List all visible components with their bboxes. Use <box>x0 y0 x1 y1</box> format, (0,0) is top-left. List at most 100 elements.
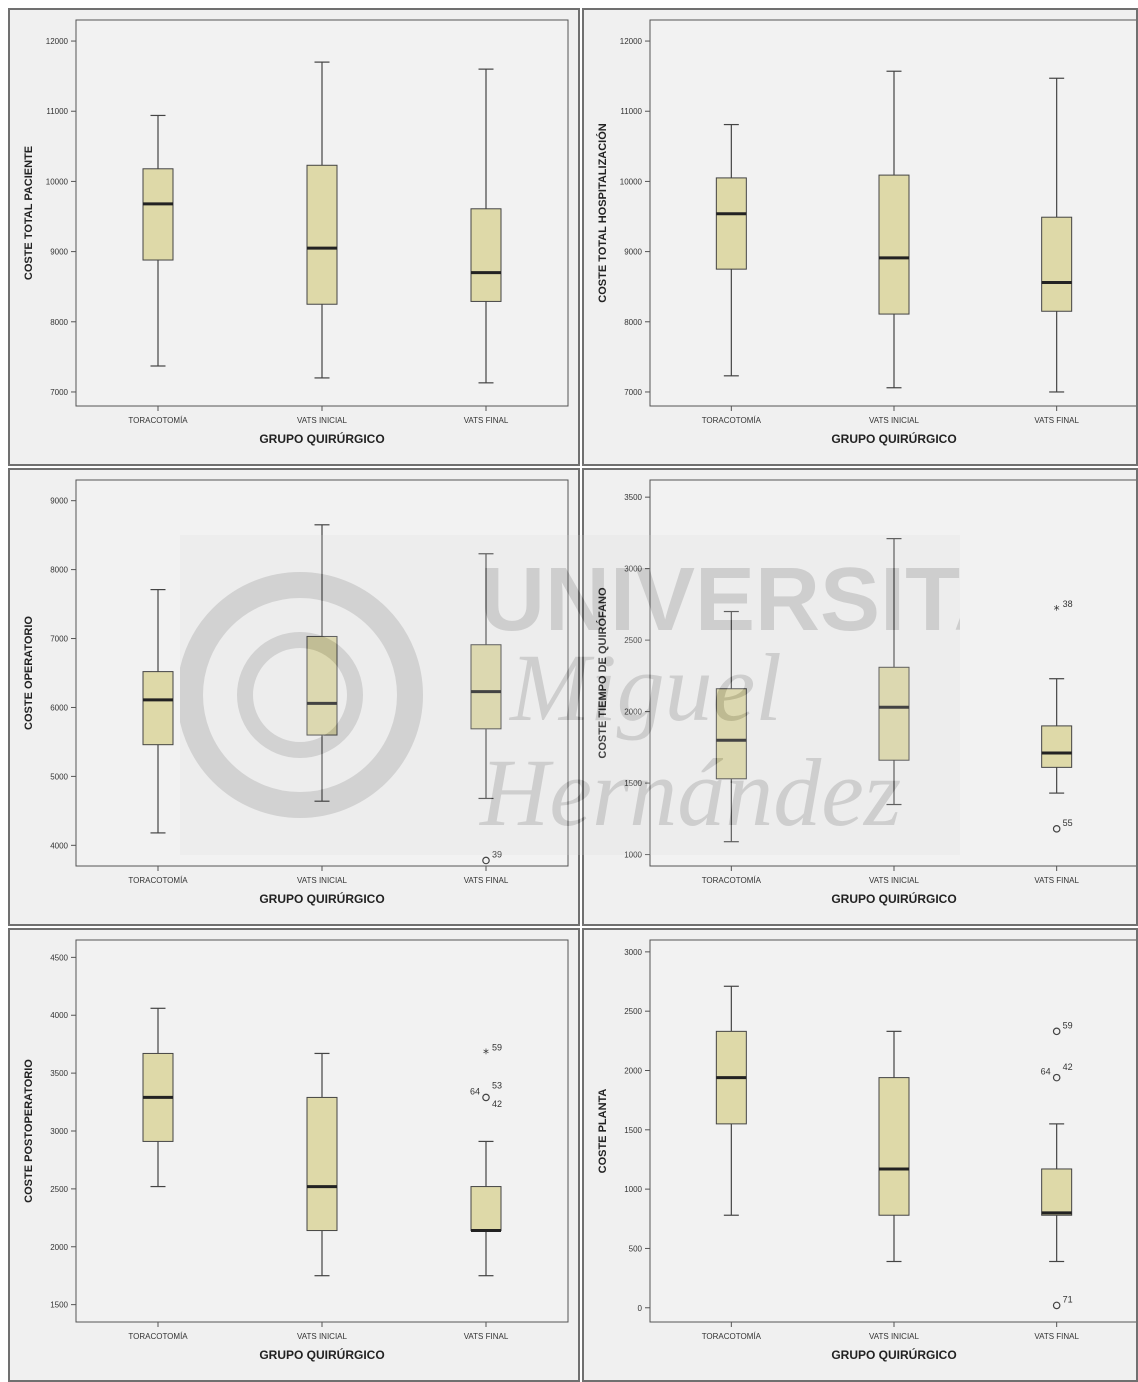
y-tick-label: 2000 <box>50 1243 68 1252</box>
y-tick-label: 1500 <box>624 1126 642 1135</box>
y-tick-label: 3500 <box>624 493 642 502</box>
x-tick-label: TORACOTOMÍA <box>702 876 762 885</box>
chart-panel-coste-planta: 0 500 1000 1500 2000 2500 3000 COSTE PLANTA TORA… <box>582 928 1138 1382</box>
y-tick-label: 3000 <box>624 948 642 957</box>
x-tick-label: VATS FINAL <box>464 416 509 425</box>
x-tick-label: VATS INICIAL <box>869 876 919 885</box>
x-tick-label: VATS FINAL <box>1034 416 1079 425</box>
chart-svg: 1500 2000 2500 3000 3500 4000 4500 COSTE POSTOP… <box>23 939 569 1362</box>
box <box>715 177 747 270</box>
y-tick-label: 6000 <box>50 703 68 712</box>
chart-svg: 7000 8000 9000 10000 11000 12000 COSTE TOTAL H… <box>596 19 1136 446</box>
outlier-label: 55 <box>1063 818 1073 828</box>
y-axis-title: COSTE PLANTA <box>597 1089 609 1174</box>
y-tick-label: 0 <box>638 1304 643 1313</box>
chart-svg: 4000 5000 6000 7000 8000 9000 COSTE OPERATORIO… <box>23 479 569 906</box>
x-axis-title: GRUPO QUIRÚRGICO <box>831 891 956 906</box>
y-tick-label: 2500 <box>624 636 642 645</box>
y-tick-label: 3000 <box>624 565 642 574</box>
y-tick-label: 7000 <box>624 388 642 397</box>
x-tick-label: VATS INICIAL <box>297 1332 347 1341</box>
y-tick-label: 9000 <box>50 248 68 257</box>
y-tick-label: 8000 <box>624 318 642 327</box>
x-tick-label: TORACOTOMÍA <box>128 876 188 885</box>
x-axis-title: GRUPO QUIRÚRGICO <box>831 431 956 446</box>
outlier-marker: * <box>483 1046 489 1060</box>
chart-svg: 0 500 1000 1500 2000 2500 3000 COSTE PLANTA TORA… <box>597 939 1136 1362</box>
x-tick-label: TORACOTOMÍA <box>702 416 762 425</box>
outlier-marker: * <box>1054 603 1060 617</box>
outlier-marker <box>482 1093 490 1102</box>
y-tick-label: 1500 <box>624 779 642 788</box>
y-tick-label: 1500 <box>50 1301 68 1310</box>
box <box>470 1186 502 1232</box>
outlier-label: 71 <box>1063 1294 1073 1304</box>
box <box>878 666 910 761</box>
chart-panel-coste-total-hospitalizacion: 7000 8000 9000 10000 11000 12000 COSTE TOTAL H… <box>582 8 1138 466</box>
y-tick-label: 5000 <box>50 772 68 781</box>
box <box>1041 725 1073 768</box>
box <box>142 671 174 746</box>
y-tick-label: 12000 <box>46 37 69 46</box>
y-tick-label: 2000 <box>624 708 642 717</box>
outlier-marker <box>1052 1027 1061 1036</box>
outlier-label: 59 <box>1063 1020 1073 1030</box>
box <box>470 208 502 302</box>
x-tick-label: VATS INICIAL <box>869 416 919 425</box>
box <box>142 168 174 261</box>
x-tick-label: VATS FINAL <box>1034 876 1079 885</box>
y-tick-label: 4000 <box>50 841 68 850</box>
y-tick-label: 1000 <box>624 1185 642 1194</box>
outlier-label: 53 <box>492 1081 502 1091</box>
x-tick-label: VATS INICIAL <box>869 1332 919 1341</box>
outlier-label: 64 <box>1041 1067 1051 1077</box>
y-axis-title: COSTE POSTOPERATORIO <box>23 1059 35 1203</box>
outlier-label: 42 <box>492 1099 502 1109</box>
y-tick-label: 8000 <box>50 566 68 575</box>
x-tick-label: VATS FINAL <box>464 876 509 885</box>
x-tick-label: TORACOTOMÍA <box>128 416 188 425</box>
box <box>306 635 338 736</box>
y-tick-label: 9000 <box>50 497 68 506</box>
y-tick-label: 1000 <box>624 851 642 860</box>
y-tick-label: 7000 <box>50 635 68 644</box>
y-tick-label: 11000 <box>46 107 68 116</box>
outlier-label: 42 <box>1063 1062 1073 1072</box>
y-tick-label: 2000 <box>624 1066 642 1075</box>
y-tick-label: 2500 <box>624 1007 642 1016</box>
y-tick-label: 7000 <box>50 388 68 397</box>
chart-panel-coste-operatorio: 4000 5000 6000 7000 8000 9000 COSTE OPERATORIO… <box>8 468 580 926</box>
y-tick-label: 10000 <box>620 177 643 186</box>
outlier-label: 39 <box>492 849 502 859</box>
chart-panel-coste-total-paciente: 7000 8000 9000 10000 11000 12000 COSTE TOTAL P… <box>8 8 580 466</box>
x-axis-title: GRUPO QUIRÚRGICO <box>259 431 384 446</box>
y-tick-label: 4000 <box>50 1011 68 1020</box>
box <box>306 1096 338 1232</box>
box <box>878 174 910 315</box>
x-tick-label: VATS INICIAL <box>297 876 347 885</box>
y-tick-label: 3000 <box>50 1127 68 1136</box>
y-axis-title: COSTE TOTAL HOSPITALIZACIÓN <box>596 123 609 303</box>
outlier-label: 64 <box>470 1086 480 1096</box>
y-tick-label: 12000 <box>620 37 643 46</box>
outlier-marker <box>1052 1301 1061 1310</box>
box <box>1041 1168 1073 1216</box>
chart-svg: 1000 1500 2000 2500 3000 3500 COSTE TIEMPO DE … <box>596 479 1136 906</box>
y-tick-label: 11000 <box>620 107 642 116</box>
y-tick-label: 10000 <box>46 177 69 186</box>
outlier-marker <box>482 856 490 865</box>
box <box>306 164 338 305</box>
chart-panel-coste-tiempo-quirofano: 1000 1500 2000 2500 3000 3500 COSTE TIEMPO DE … <box>582 468 1138 926</box>
x-tick-label: TORACOTOMÍA <box>128 1332 188 1341</box>
outlier-marker <box>1052 1073 1061 1082</box>
box <box>470 644 502 730</box>
y-tick-label: 2500 <box>50 1185 68 1194</box>
x-tick-label: VATS FINAL <box>1034 1332 1079 1341</box>
chart-panel-coste-postoperatorio: 1500 2000 2500 3000 3500 4000 4500 COSTE POSTOP… <box>8 928 580 1382</box>
x-tick-label: VATS INICIAL <box>297 416 347 425</box>
y-axis-title: COSTE OPERATORIO <box>23 616 35 730</box>
y-tick-label: 4500 <box>50 953 68 962</box>
outlier-label: 59 <box>492 1042 502 1052</box>
y-tick-label: 9000 <box>624 248 642 257</box>
